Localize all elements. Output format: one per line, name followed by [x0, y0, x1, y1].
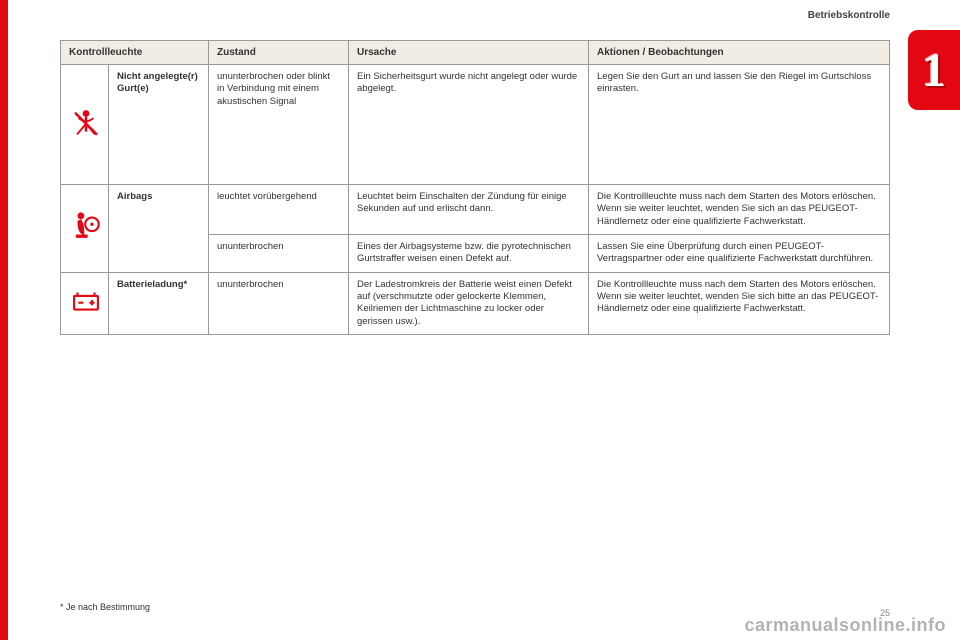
table-row: Nicht angelegte(r) Gurt(e) ununterbroche…: [61, 65, 890, 185]
cell-state: ununterbrochen: [209, 235, 349, 273]
left-accent-bar: [0, 0, 8, 640]
col-header: Kontrollleuchte: [61, 41, 209, 65]
col-header: Aktionen / Beobachtungen: [589, 41, 890, 65]
chapter-number: 1: [922, 43, 946, 98]
watermark: carmanualsonline.info: [744, 615, 946, 636]
cell-action: Lassen Sie eine Überprüfung durch einen …: [589, 235, 890, 273]
cell-cause: Ein Sicherheitsgurt wurde nicht angelegt…: [349, 65, 589, 185]
seatbelt-icon: [61, 65, 109, 185]
cell-action: Legen Sie den Gurt an und lassen Sie den…: [589, 65, 890, 185]
cell-cause: Der Ladestromkreis der Batterie weist ei…: [349, 272, 589, 334]
battery-icon: [61, 272, 109, 334]
cell-state: leuchtet vorübergehend: [209, 185, 349, 235]
table-row: Batterieladung* ununterbrochen Der Lades…: [61, 272, 890, 334]
cell-cause: Leuchtet beim Einschalten der Zündung fü…: [349, 185, 589, 235]
cell-state: ununterbrochen: [209, 272, 349, 334]
airbag-icon: [61, 185, 109, 273]
col-header: Zustand: [209, 41, 349, 65]
cell-action: Die Kontrollleuchte muss nach dem Starte…: [589, 185, 890, 235]
warning-light-table: Kontrollleuchte Zustand Ursache Aktionen…: [60, 40, 890, 335]
row-label: Nicht angelegte(r) Gurt(e): [109, 65, 209, 185]
row-label: Airbags: [109, 185, 209, 273]
col-header: Ursache: [349, 41, 589, 65]
footnote: * Je nach Bestimmung: [60, 602, 150, 612]
table-header-row: Kontrollleuchte Zustand Ursache Aktionen…: [61, 41, 890, 65]
cell-state: ununterbrochen oder blinkt in Verbindung…: [209, 65, 349, 185]
cell-action: Die Kontrollleuchte muss nach dem Starte…: [589, 272, 890, 334]
chapter-tab: 1: [908, 30, 960, 110]
row-label: Batterieladung*: [109, 272, 209, 334]
section-title: Betriebskontrolle: [808, 10, 890, 21]
table-row: Airbags leuchtet vorübergehend Leuchtet …: [61, 185, 890, 235]
cell-cause: Eines der Airbagsysteme bzw. die pyrotec…: [349, 235, 589, 273]
